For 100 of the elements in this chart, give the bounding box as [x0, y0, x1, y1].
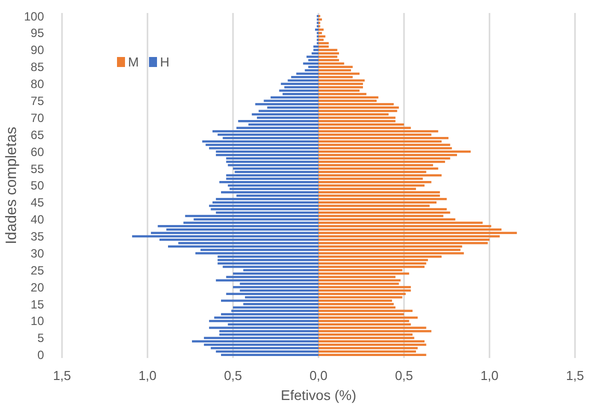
bar	[279, 90, 318, 92]
bar	[209, 147, 318, 150]
bar	[318, 242, 488, 244]
y-tick-label: 60	[30, 144, 44, 159]
bar	[318, 82, 363, 85]
bar	[318, 344, 426, 346]
x-tick-label: 0,5	[394, 368, 414, 383]
bar	[318, 72, 360, 75]
bar	[318, 302, 394, 306]
bar	[209, 204, 318, 207]
bar	[238, 120, 318, 122]
bar	[318, 289, 411, 292]
bar	[226, 292, 318, 296]
y-tick-label: 25	[30, 263, 44, 278]
bar	[318, 316, 418, 319]
y-tick-label: 20	[30, 280, 44, 294]
bar	[318, 252, 464, 254]
y-tick-label: 35	[30, 230, 44, 244]
bar	[318, 279, 401, 282]
bar	[306, 56, 318, 58]
bar	[212, 130, 318, 132]
bar	[318, 86, 363, 88]
y-tick-label: 10	[30, 314, 44, 328]
bar	[318, 248, 460, 251]
bar	[210, 208, 318, 210]
y-tick-label: 55	[30, 162, 44, 176]
bar	[318, 191, 440, 194]
bar	[216, 279, 318, 282]
bar	[318, 354, 426, 356]
x-tick-label: 1,5	[566, 368, 584, 383]
bar	[318, 181, 432, 184]
bar	[318, 18, 322, 21]
bar	[318, 130, 438, 132]
bar	[168, 245, 318, 248]
bar	[252, 113, 318, 116]
y-tick-label: 65	[30, 128, 44, 142]
bar	[318, 262, 426, 265]
y-axis-title: Idades completas	[3, 126, 20, 244]
bar	[318, 266, 425, 268]
bar	[318, 136, 448, 140]
x-tick-label: 0,5	[224, 368, 242, 383]
bar	[318, 42, 329, 44]
x-axis-title: Efetivos (%)	[280, 387, 356, 403]
bar	[318, 310, 413, 312]
bar	[315, 28, 318, 31]
bar	[221, 191, 318, 194]
legend-label: M	[128, 54, 139, 70]
bar	[318, 32, 322, 34]
bar	[209, 320, 318, 322]
bar	[318, 198, 447, 200]
y-tick-label: 30	[30, 246, 44, 260]
bar	[202, 140, 318, 143]
bar	[318, 110, 398, 112]
x-tick-label: 0,0	[309, 368, 328, 383]
bar	[212, 201, 318, 204]
y-tick-label: 0	[37, 348, 44, 362]
bar	[318, 35, 326, 38]
y-tick-label: 40	[30, 212, 44, 227]
bar	[318, 272, 410, 275]
bar	[318, 56, 338, 58]
bar	[216, 154, 318, 156]
bar	[318, 340, 425, 342]
y-tick-label: 50	[30, 178, 44, 193]
bar	[228, 164, 318, 166]
y-tick-label: 80	[30, 77, 44, 92]
bar	[158, 225, 318, 228]
y-tick-label: 45	[30, 196, 44, 210]
bar	[318, 208, 447, 210]
y-tick-label: 5	[37, 331, 44, 346]
bar	[192, 340, 318, 342]
bar	[218, 258, 318, 262]
bar	[221, 300, 318, 302]
y-tick-label: 75	[30, 94, 44, 108]
bar	[219, 181, 318, 184]
y-tick-label: 95	[30, 26, 44, 40]
bar	[280, 82, 318, 85]
bar	[318, 96, 378, 99]
bar	[318, 66, 353, 68]
bar	[209, 326, 318, 329]
bar	[318, 116, 396, 119]
y-tick-label: 15	[30, 297, 44, 312]
bar	[318, 79, 365, 82]
bar	[185, 214, 318, 218]
bar	[318, 150, 471, 153]
bar	[226, 174, 318, 176]
bar	[303, 62, 318, 65]
bar	[318, 48, 338, 52]
bar	[318, 144, 450, 146]
x-tick-label: 1,5	[52, 368, 72, 383]
bar	[318, 106, 399, 109]
bar	[206, 144, 318, 146]
bar	[233, 306, 318, 309]
bar	[195, 252, 318, 254]
bar	[218, 262, 318, 265]
bar	[216, 198, 318, 200]
bar	[318, 232, 517, 234]
y-tick-label: 100	[24, 9, 44, 24]
bar	[132, 235, 318, 238]
bar	[226, 160, 318, 163]
y-tick-label: 85	[30, 60, 44, 74]
